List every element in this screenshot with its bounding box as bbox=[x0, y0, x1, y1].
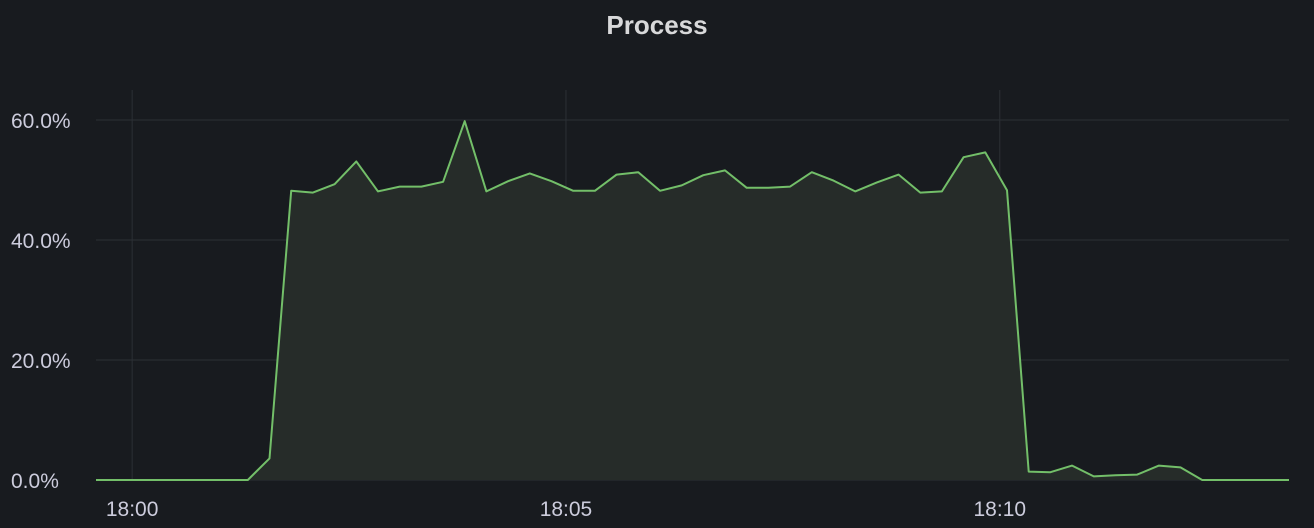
data-point[interactable] bbox=[828, 175, 840, 187]
data-point[interactable] bbox=[372, 185, 384, 197]
panel-title: Process bbox=[606, 10, 708, 40]
data-point[interactable] bbox=[958, 151, 970, 163]
x-tick-label: 18:00 bbox=[106, 498, 159, 521]
data-point[interactable] bbox=[415, 181, 427, 193]
data-point[interactable] bbox=[1218, 474, 1230, 486]
data-point[interactable] bbox=[242, 474, 254, 486]
data-point[interactable] bbox=[220, 474, 232, 486]
data-point[interactable] bbox=[502, 175, 514, 187]
series-layer bbox=[90, 115, 1295, 486]
data-point[interactable] bbox=[871, 176, 883, 188]
data-point[interactable] bbox=[1110, 469, 1122, 481]
y-tick-label: 40.0% bbox=[11, 230, 71, 253]
y-axis-labels: 0.0% 20.0% 40.0% 60.0% bbox=[11, 110, 71, 493]
data-point[interactable] bbox=[697, 169, 709, 181]
data-point[interactable] bbox=[1088, 470, 1100, 482]
data-point[interactable] bbox=[849, 185, 861, 197]
data-point[interactable] bbox=[285, 185, 297, 197]
data-point[interactable] bbox=[1131, 469, 1143, 481]
data-point[interactable] bbox=[719, 164, 731, 176]
data-point[interactable] bbox=[90, 474, 102, 486]
data-point[interactable] bbox=[480, 185, 492, 197]
data-point[interactable] bbox=[155, 474, 167, 486]
data-point[interactable] bbox=[936, 185, 948, 197]
data-point[interactable] bbox=[329, 178, 341, 190]
data-point[interactable] bbox=[654, 185, 666, 197]
data-point[interactable] bbox=[524, 167, 536, 179]
data-point[interactable] bbox=[611, 169, 623, 181]
data-point[interactable] bbox=[1066, 460, 1078, 472]
data-point[interactable] bbox=[1175, 461, 1187, 473]
data-point[interactable] bbox=[676, 179, 688, 191]
data-point[interactable] bbox=[1023, 466, 1035, 478]
y-tick-label: 0.0% bbox=[11, 470, 59, 493]
data-point[interactable] bbox=[177, 474, 189, 486]
data-point[interactable] bbox=[437, 176, 449, 188]
y-tick-label: 60.0% bbox=[11, 110, 71, 133]
data-point[interactable] bbox=[199, 474, 211, 486]
x-axis-labels: 18:00 18:05 18:10 bbox=[106, 498, 1026, 521]
data-point[interactable] bbox=[806, 166, 818, 178]
series-area-fill bbox=[96, 121, 1289, 480]
data-point[interactable] bbox=[632, 166, 644, 178]
data-point[interactable] bbox=[394, 181, 406, 193]
data-point[interactable] bbox=[1153, 460, 1165, 472]
data-point[interactable] bbox=[914, 187, 926, 199]
x-tick-label: 18:05 bbox=[540, 498, 593, 521]
data-point[interactable] bbox=[1240, 474, 1252, 486]
data-point[interactable] bbox=[350, 155, 362, 167]
data-point[interactable] bbox=[1283, 474, 1295, 486]
data-point[interactable] bbox=[459, 115, 471, 127]
data-point[interactable] bbox=[893, 169, 905, 181]
data-point[interactable] bbox=[762, 182, 774, 194]
x-tick-label: 18:10 bbox=[974, 498, 1027, 521]
data-point[interactable] bbox=[307, 187, 319, 199]
data-point[interactable] bbox=[133, 474, 145, 486]
data-point[interactable] bbox=[979, 146, 991, 158]
series-line[interactable] bbox=[96, 120, 1289, 481]
y-tick-label: 20.0% bbox=[11, 350, 71, 373]
data-point[interactable] bbox=[784, 181, 796, 193]
data-point[interactable] bbox=[1261, 474, 1273, 486]
data-point[interactable] bbox=[546, 175, 558, 187]
data-point[interactable] bbox=[112, 474, 124, 486]
data-point[interactable] bbox=[567, 185, 579, 197]
data-point[interactable] bbox=[589, 185, 601, 197]
data-point[interactable] bbox=[1001, 184, 1013, 196]
data-point[interactable] bbox=[1196, 474, 1208, 486]
data-point[interactable] bbox=[1044, 466, 1056, 478]
data-point[interactable] bbox=[264, 452, 276, 464]
data-point[interactable] bbox=[741, 182, 753, 194]
